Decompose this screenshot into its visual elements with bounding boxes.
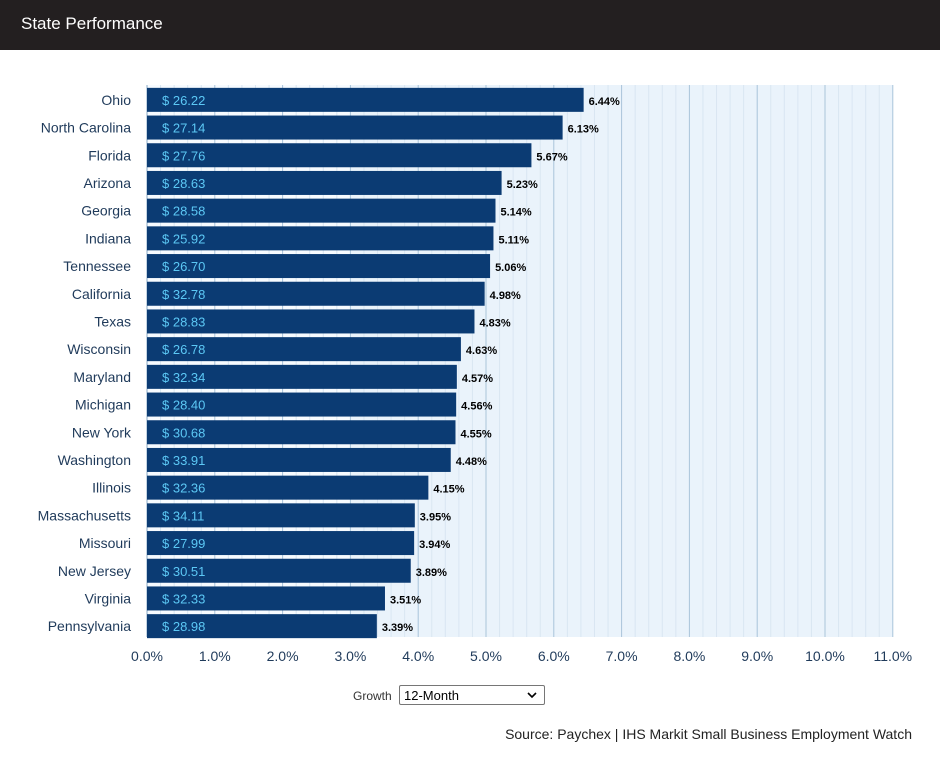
x-tick-label: 7.0% [606,648,638,664]
bar-wage-label: $ 28.83 [162,314,205,329]
bar-wage-label: $ 27.99 [162,536,205,551]
page-title: State Performance [21,14,163,34]
plot-band [825,85,893,637]
x-tick-label: 0.0% [131,648,163,664]
x-tick-label: 1.0% [199,648,231,664]
bar-wage-label: $ 30.51 [162,564,205,579]
x-tick-label: 5.0% [470,648,502,664]
data-label: 3.89% [416,567,447,579]
bar [147,88,584,112]
bar-wage-label: $ 32.36 [162,481,205,496]
bar-wage-label: $ 32.78 [162,287,205,302]
category-label: Georgia [81,203,131,219]
data-label: 5.67% [536,151,567,163]
plot-band [622,85,690,637]
header-bar: State Performance [0,0,940,50]
x-tick-label: 9.0% [741,648,773,664]
category-label: Michigan [75,397,131,413]
category-label: Illinois [92,480,131,496]
bar-wage-label: $ 30.68 [162,425,205,440]
x-tick-label: 3.0% [334,648,366,664]
category-label: Missouri [79,535,131,551]
data-label: 5.06% [495,262,526,274]
bar-wage-label: $ 27.76 [162,148,205,163]
data-label: 3.39% [382,622,413,634]
data-label: 4.15% [433,484,464,496]
data-label: 3.51% [390,594,421,606]
growth-select-value: 12-Month [404,688,459,703]
data-label: 5.11% [498,234,529,246]
category-label: Washington [58,452,131,468]
chevron-down-icon [525,688,539,702]
data-label: 6.13% [568,124,599,136]
data-label: 4.48% [456,456,487,468]
category-label: Arizona [84,175,132,191]
bar-wage-label: $ 34.11 [162,508,204,523]
data-label: 4.57% [462,373,493,385]
category-label: North Carolina [41,120,131,136]
x-tick-label: 10.0% [805,648,845,664]
category-label: Florida [88,147,131,163]
category-label: Wisconsin [67,341,131,357]
growth-label: Growth [353,689,392,703]
bar [147,116,563,140]
plot-band [554,85,622,637]
bar-wage-label: $ 32.33 [162,591,205,606]
category-label: Indiana [85,230,131,246]
data-label: 6.44% [589,96,620,108]
bar-wage-label: $ 32.34 [162,370,205,385]
category-label: Tennessee [63,258,131,274]
data-label: 4.56% [461,401,492,413]
x-tick-label: 6.0% [538,648,570,664]
data-label: 4.98% [490,290,521,302]
category-label: New York [72,424,132,440]
x-tick-label: 2.0% [267,648,299,664]
bar-wage-label: $ 28.40 [162,398,205,413]
bar-wage-label: $ 28.63 [162,176,205,191]
x-tick-label: 4.0% [402,648,434,664]
bar-wage-label: $ 28.98 [162,619,205,634]
category-label: Maryland [73,369,131,385]
category-label: Texas [94,313,131,329]
source-note: Source: Paychex | IHS Markit Small Busin… [505,726,912,742]
growth-select[interactable]: 12-Month [399,685,545,705]
bar-wage-label: $ 28.58 [162,204,205,219]
data-label: 5.14% [500,207,531,219]
x-tick-label: 11.0% [873,648,912,664]
category-label: New Jersey [58,563,131,579]
category-label: Ohio [101,92,131,108]
growth-control: Growth 12-Month [0,684,940,706]
category-label: Massachusetts [38,507,131,523]
bar-chart: Ohio $ 26.22 6.44% North Carolina $ 27.14 6.1… [0,50,940,675]
bar-wage-label: $ 26.70 [162,259,205,274]
data-label: 3.95% [420,511,451,523]
plot-band [486,85,554,637]
category-label: Pennsylvania [48,618,131,634]
data-label: 4.55% [460,428,491,440]
bar-wage-label: $ 25.92 [162,231,205,246]
bar-wage-label: $ 27.14 [162,121,205,136]
data-label: 3.94% [419,539,450,551]
data-label: 4.63% [466,345,497,357]
x-tick-label: 8.0% [673,648,705,664]
plot-band [757,85,825,637]
bar-wage-label: $ 26.78 [162,342,205,357]
bar-wage-label: $ 26.22 [162,93,205,108]
data-label: 4.83% [479,317,510,329]
plot-band [689,85,757,637]
bar-wage-label: $ 33.91 [162,453,205,468]
data-label: 5.23% [507,179,538,191]
category-label: Virginia [85,590,132,606]
category-label: California [72,286,131,302]
